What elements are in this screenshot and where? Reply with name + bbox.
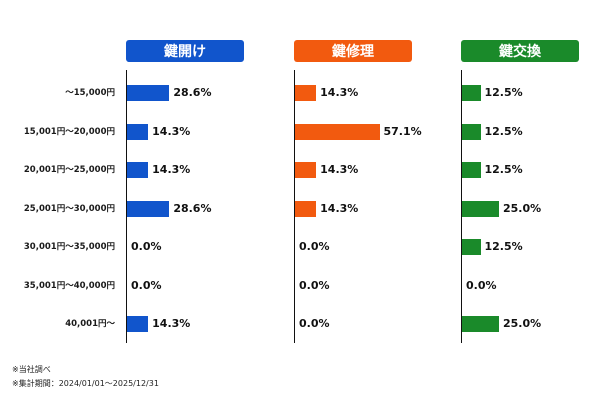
data-label: 25.0% [503, 317, 542, 330]
data-label: 25.0% [503, 201, 542, 215]
data-label: 14.3% [152, 317, 191, 330]
data-label: 12.5% [484, 86, 523, 99]
bar [295, 200, 317, 217]
data-label: 0.0% [299, 317, 330, 330]
data-label: 14.3% [152, 124, 191, 138]
data-label: 0.0% [466, 278, 497, 292]
bar [462, 123, 481, 140]
series-axis-line [461, 70, 462, 343]
data-label: 0.0% [131, 240, 162, 253]
category-label: 40,001円〜 [65, 319, 115, 329]
data-label: 0.0% [299, 240, 330, 253]
data-label: 12.5% [484, 163, 523, 176]
bar [127, 123, 149, 140]
series-header: 鍵修理 [294, 40, 412, 62]
data-label: 0.0% [299, 278, 330, 292]
bar [295, 85, 317, 101]
bar [462, 200, 499, 217]
data-label: 12.5% [484, 240, 523, 253]
series-header: 鍵交換 [461, 40, 579, 62]
category-label: 35,001円〜40,000円 [23, 280, 115, 291]
data-label: 14.3% [320, 201, 359, 215]
category-label: 20,001円〜25,000円 [23, 165, 115, 175]
series-axis-line [294, 70, 295, 343]
category-label: 30,001円〜35,000円 [23, 242, 115, 252]
category-label: 25,001円〜30,000円 [23, 203, 115, 214]
series-header: 鍵開け [126, 40, 244, 62]
data-label: 14.3% [320, 86, 359, 99]
data-label: 0.0% [131, 278, 162, 292]
footnote-source: ※当社調べ [12, 365, 51, 374]
bar [127, 200, 170, 217]
bar [462, 85, 481, 101]
bar [462, 316, 499, 332]
footnote-period: ※集計期間：2024/01/01〜2025/12/31 [12, 379, 159, 388]
data-label: 28.6% [173, 86, 212, 99]
bar [127, 162, 149, 178]
bar [462, 239, 481, 255]
data-label: 12.5% [484, 124, 523, 138]
category-label: 15,001円〜20,000円 [23, 126, 115, 137]
data-label: 28.6% [173, 201, 212, 215]
bar [295, 123, 380, 140]
series-axis-line [126, 70, 127, 343]
bar [127, 85, 170, 101]
data-label: 14.3% [320, 163, 359, 176]
data-label: 57.1% [383, 124, 422, 138]
category-label: 〜15,000円 [65, 88, 115, 98]
data-label: 14.3% [152, 163, 191, 176]
bar [127, 316, 149, 332]
bar [462, 162, 481, 178]
bar [295, 162, 317, 178]
